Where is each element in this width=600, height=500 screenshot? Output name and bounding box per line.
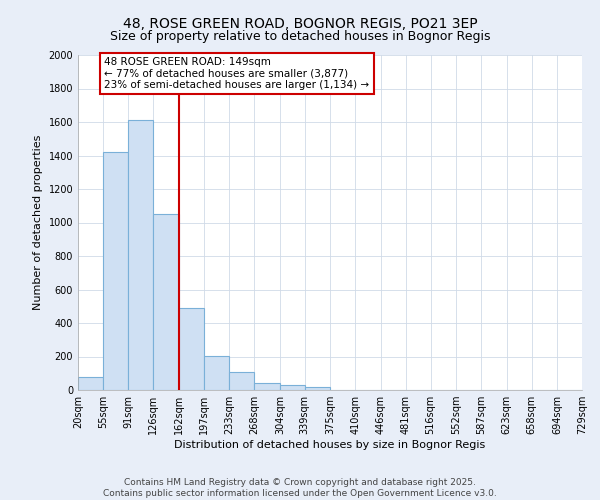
Bar bbox=[103, 152, 128, 390]
Y-axis label: Number of detached properties: Number of detached properties bbox=[33, 135, 43, 310]
Bar bbox=[179, 308, 204, 390]
Bar bbox=[204, 356, 229, 390]
X-axis label: Distribution of detached houses by size in Bognor Regis: Distribution of detached houses by size … bbox=[175, 440, 485, 450]
Bar bbox=[229, 372, 254, 390]
Bar bbox=[128, 120, 154, 390]
Bar bbox=[78, 376, 103, 390]
Bar bbox=[254, 384, 280, 390]
Text: 48, ROSE GREEN ROAD, BOGNOR REGIS, PO21 3EP: 48, ROSE GREEN ROAD, BOGNOR REGIS, PO21 … bbox=[122, 18, 478, 32]
Bar bbox=[154, 214, 179, 390]
Text: 48 ROSE GREEN ROAD: 149sqm
← 77% of detached houses are smaller (3,877)
23% of s: 48 ROSE GREEN ROAD: 149sqm ← 77% of deta… bbox=[104, 56, 370, 90]
Text: Contains HM Land Registry data © Crown copyright and database right 2025.
Contai: Contains HM Land Registry data © Crown c… bbox=[103, 478, 497, 498]
Bar bbox=[280, 385, 305, 390]
Bar bbox=[305, 386, 331, 390]
Text: Size of property relative to detached houses in Bognor Regis: Size of property relative to detached ho… bbox=[110, 30, 490, 43]
